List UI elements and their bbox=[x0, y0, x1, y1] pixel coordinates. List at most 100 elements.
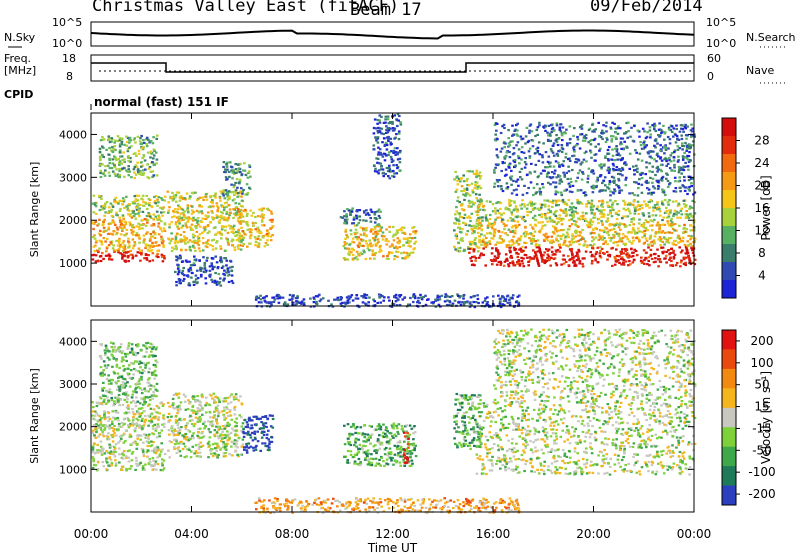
freq-tick-bottom: 8 bbox=[66, 70, 73, 83]
colorbar-cell bbox=[722, 136, 736, 155]
y-tick-label: 2000 bbox=[59, 214, 87, 227]
beam-label: Beam 17 bbox=[350, 0, 422, 20]
echo-region bbox=[475, 220, 697, 249]
y-tick-label: 4000 bbox=[59, 128, 87, 141]
echo-region bbox=[342, 224, 418, 261]
echo-region bbox=[221, 161, 252, 197]
echo-region bbox=[493, 121, 697, 197]
colorbar-tick-label: -200 bbox=[748, 487, 775, 501]
colorbar-cell bbox=[722, 466, 736, 486]
panel-velocity bbox=[90, 319, 697, 514]
colorbar-tick-label: 200 bbox=[751, 334, 774, 348]
echo-region bbox=[91, 401, 167, 472]
nave-label: Nave bbox=[746, 64, 775, 77]
colorbar-tick-label: -100 bbox=[748, 465, 775, 479]
nave-tick-top: 60 bbox=[707, 52, 721, 65]
colorbar-cell bbox=[722, 280, 736, 299]
y-tick-label: 1000 bbox=[59, 463, 87, 476]
nsky-tick-top: 10^5 bbox=[52, 16, 83, 29]
colorbar-cell bbox=[722, 330, 736, 350]
y-tick-label: 4000 bbox=[59, 335, 87, 348]
y-axis-label: Slant Range [km] bbox=[28, 368, 41, 464]
noise-panel bbox=[90, 21, 695, 47]
colorbar-label: Velocity [m s⁻¹] bbox=[759, 371, 773, 464]
echo-region bbox=[476, 198, 697, 223]
y-axis-label: Slant Range [km] bbox=[28, 162, 41, 258]
y-tick-label: 1000 bbox=[59, 257, 87, 270]
echo-region bbox=[372, 113, 403, 180]
echo-region bbox=[343, 422, 418, 468]
echo-region bbox=[339, 207, 382, 227]
x-tick-label: 16:00 bbox=[476, 527, 511, 541]
colorbar-tick-label: 16 bbox=[754, 201, 769, 215]
colorbar-tick-label: 28 bbox=[754, 134, 769, 148]
colorbar-cell bbox=[722, 368, 736, 389]
echo-region bbox=[402, 431, 410, 464]
x-tick-label: 00:00 bbox=[74, 527, 109, 541]
cpid-label: CPID bbox=[4, 88, 34, 101]
echo-region bbox=[493, 328, 697, 404]
echo-region bbox=[98, 341, 159, 404]
echo-region bbox=[475, 401, 697, 476]
cpid-value: normal (fast) 151 IF bbox=[94, 95, 229, 109]
colorbar-tick-label: 8 bbox=[758, 246, 766, 260]
panel-power bbox=[90, 112, 697, 309]
echo-region bbox=[174, 254, 235, 287]
colorbar-cell bbox=[722, 226, 736, 245]
station-title: Christmas Valley East (fitACF) bbox=[92, 0, 400, 16]
colorbar-cell bbox=[722, 244, 736, 263]
colorbar-cell bbox=[722, 349, 736, 370]
echo-region bbox=[98, 134, 159, 180]
colorbar-tick-label: 100 bbox=[751, 356, 774, 370]
colorbar-cell bbox=[722, 172, 736, 191]
colorbar-cell bbox=[722, 190, 736, 209]
freq-unit: [MHz] bbox=[4, 64, 37, 77]
nsearch-tick-bottom: 10^0 bbox=[706, 37, 737, 50]
nsky-tick-bottom: 10^0 bbox=[52, 37, 83, 50]
colorbar-tick-label: -15 bbox=[752, 421, 772, 435]
echo-region bbox=[254, 293, 521, 309]
echo-region bbox=[242, 414, 275, 454]
colorbar-cell bbox=[722, 154, 736, 173]
y-tick-label: 3000 bbox=[59, 378, 87, 391]
freq-tick-top: 18 bbox=[62, 52, 76, 65]
colorbar-cell bbox=[722, 208, 736, 227]
colorbar-cell bbox=[722, 485, 736, 506]
x-tick-label: 04:00 bbox=[174, 527, 209, 541]
y-tick-label: 2000 bbox=[59, 421, 87, 434]
colorbar-tick-label: 4 bbox=[758, 269, 766, 283]
echo-region bbox=[236, 207, 275, 249]
colorbar-cell bbox=[722, 407, 736, 428]
x-tick-label: 20:00 bbox=[576, 527, 611, 541]
x-tick-label: 00:00 bbox=[677, 527, 712, 541]
nave-tick-bottom: 0 bbox=[707, 70, 714, 83]
date-label: 09/Feb/2014 bbox=[590, 0, 703, 16]
colorbar-cell bbox=[722, 262, 736, 281]
colorbar-tick-label: 12 bbox=[754, 224, 769, 238]
freq-trace bbox=[91, 62, 694, 73]
noise-sky-trace bbox=[90, 29, 695, 40]
x-tick-label: 12:00 bbox=[375, 527, 410, 541]
colorbar-cell bbox=[722, 388, 736, 409]
echo-region bbox=[91, 216, 167, 253]
colorbar-cell bbox=[722, 446, 736, 467]
x-axis-label: Time UT bbox=[367, 541, 418, 554]
colorbar-tick-label: -50 bbox=[752, 443, 772, 457]
colorbar-cell bbox=[722, 427, 736, 448]
colorbar-cell bbox=[722, 118, 736, 137]
colorbar-tick-label: 50 bbox=[754, 378, 769, 392]
nsearch-tick-top: 10^5 bbox=[706, 16, 737, 29]
colorbar-tick-label: 15 bbox=[754, 400, 769, 414]
colorbar-tick-label: 20 bbox=[754, 179, 769, 193]
nsky-label: N.Sky bbox=[4, 31, 36, 44]
echo-region bbox=[166, 392, 245, 459]
echo-region bbox=[452, 392, 483, 450]
echo-region bbox=[91, 194, 167, 218]
y-tick-label: 3000 bbox=[59, 171, 87, 184]
colorbar-frame bbox=[721, 329, 737, 506]
colorbar-tick-label: 24 bbox=[754, 156, 769, 170]
colorbar-label: Power [dB] bbox=[759, 175, 773, 240]
freq-label: Freq. bbox=[4, 52, 32, 65]
